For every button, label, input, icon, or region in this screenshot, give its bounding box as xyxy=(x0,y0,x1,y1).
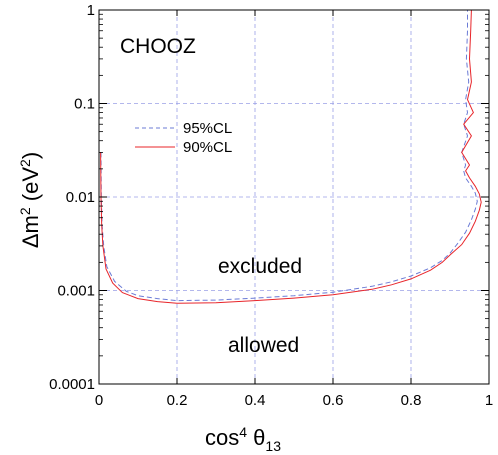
legend-label-95: 95%CL xyxy=(183,120,232,137)
series-group xyxy=(100,9,482,304)
series-line-90cl xyxy=(100,9,482,304)
tick-labels: 0 0.2 0.4 0.6 0.8 1 0.0001 0.001 0.01 0.1 1 xyxy=(49,2,493,409)
legend-label-90: 90%CL xyxy=(183,139,232,156)
plot-grid xyxy=(99,10,489,384)
y-axis-title: Δm2 (eV2) xyxy=(17,152,43,248)
excluded-region-label: excluded xyxy=(218,255,302,278)
x-tick-label: 0.4 xyxy=(245,392,266,409)
experiment-label: CHOOZ xyxy=(120,35,196,58)
x-tick-label: 0 xyxy=(95,392,103,409)
y-tick-label: 0.1 xyxy=(74,96,95,113)
y-tick-label: 1 xyxy=(87,2,95,19)
x-tick-label: 0.6 xyxy=(323,392,344,409)
y-tick-label: 0.0001 xyxy=(49,376,95,393)
x-tick-label: 0.8 xyxy=(401,392,422,409)
x-tick-label: 0.2 xyxy=(167,392,188,409)
axis-ticks xyxy=(98,9,490,385)
y-tick-label: 0.001 xyxy=(57,283,95,300)
x-tick-label: 1 xyxy=(485,392,493,409)
x-axis-title: cos4 θ13 xyxy=(205,424,281,454)
series-line-95cl xyxy=(100,10,478,302)
allowed-region-label: allowed xyxy=(228,334,299,357)
y-tick-label: 0.01 xyxy=(66,189,95,206)
legend: 95%CL 90%CL xyxy=(135,120,232,156)
